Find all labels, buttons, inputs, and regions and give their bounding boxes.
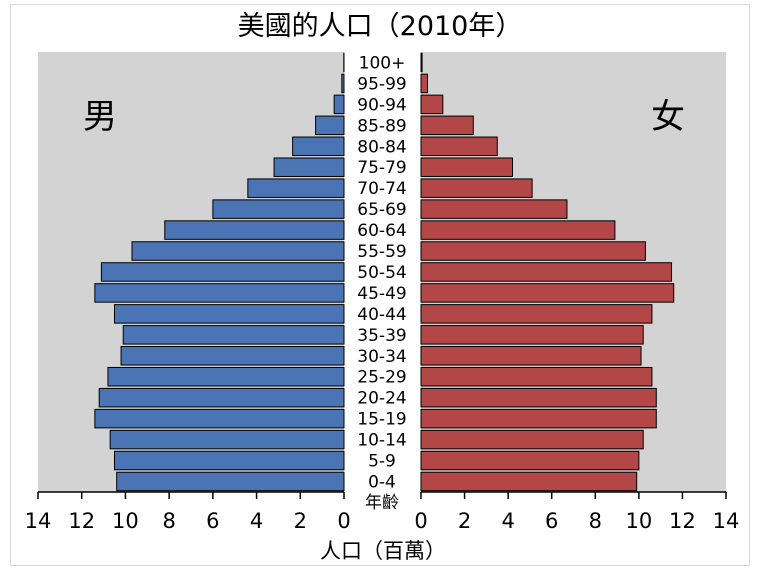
female-bar-55-59 bbox=[420, 241, 646, 261]
age-label-90-94: 90-94 bbox=[357, 95, 406, 115]
age-label-100+: 100+ bbox=[359, 53, 406, 73]
female-bar-45-49 bbox=[420, 283, 675, 303]
age-label-25-29: 25-29 bbox=[357, 368, 406, 388]
right-tick-label-12: 12 bbox=[669, 509, 696, 533]
male-bar-0-4 bbox=[116, 471, 345, 492]
right-tick-label-14: 14 bbox=[713, 509, 740, 533]
male-bar-25-29 bbox=[107, 366, 345, 387]
right-tick-label-0: 0 bbox=[414, 509, 427, 533]
age-label-15-19: 15-19 bbox=[357, 410, 406, 430]
male-bar-10-14 bbox=[109, 429, 345, 450]
age-label-35-39: 35-39 bbox=[357, 326, 406, 346]
female-bars bbox=[420, 52, 675, 492]
age-label-45-49: 45-49 bbox=[357, 284, 406, 304]
female-bar-25-29 bbox=[420, 366, 653, 387]
female-bar-10-14 bbox=[420, 429, 644, 450]
female-bar-50-54 bbox=[420, 262, 673, 282]
age-group-labels: 100+95-9990-9485-8980-8475-7970-7465-696… bbox=[357, 53, 406, 492]
female-bar-75-79 bbox=[420, 157, 513, 177]
male-bar-5-9 bbox=[114, 450, 345, 471]
male-bar-95-99 bbox=[341, 73, 345, 94]
male-bar-15-19 bbox=[94, 408, 345, 429]
female-bar-0-4 bbox=[420, 471, 638, 492]
right-tick-label-6: 6 bbox=[545, 509, 558, 533]
female-bar-70-74 bbox=[420, 178, 533, 198]
age-label-65-69: 65-69 bbox=[357, 200, 406, 220]
female-bar-15-19 bbox=[420, 408, 657, 429]
female-bar-100+ bbox=[420, 52, 423, 73]
left-x-ticks: 0 2 4 6 8 10 12 14 bbox=[25, 492, 351, 533]
age-label-20-24: 20-24 bbox=[357, 389, 406, 409]
male-bar-35-39 bbox=[122, 325, 345, 345]
age-label-40-44: 40-44 bbox=[357, 305, 406, 325]
age-label-55-59: 55-59 bbox=[357, 242, 406, 262]
age-label-60-64: 60-64 bbox=[357, 221, 406, 241]
right-tick-label-4: 4 bbox=[501, 509, 514, 533]
age-label-10-14: 10-14 bbox=[357, 431, 406, 451]
female-bar-35-39 bbox=[420, 325, 644, 345]
female-bar-65-69 bbox=[420, 199, 568, 219]
male-bar-70-74 bbox=[247, 178, 345, 198]
x-axis-title: 人口（百萬） bbox=[320, 539, 446, 563]
chart-frame bbox=[10, 4, 750, 566]
chart-title: 美國的人口（2010年） bbox=[238, 11, 523, 42]
male-bar-90-94 bbox=[333, 94, 345, 115]
male-bar-20-24 bbox=[98, 387, 345, 408]
female-bar-40-44 bbox=[420, 304, 653, 324]
age-label-85-89: 85-89 bbox=[357, 116, 406, 136]
female-bar-95-99 bbox=[420, 73, 429, 94]
left-tick-label-2: 2 bbox=[294, 509, 307, 533]
female-bar-20-24 bbox=[420, 387, 657, 408]
left-tick-label-0: 0 bbox=[337, 509, 350, 533]
right-tick-label-2: 2 bbox=[458, 509, 471, 533]
male-bar-50-54 bbox=[100, 262, 345, 282]
age-axis-label: 年齡 bbox=[365, 493, 399, 513]
age-label-5-9: 5-9 bbox=[368, 452, 396, 472]
age-label-50-54: 50-54 bbox=[357, 263, 406, 283]
right-tick-label-10: 10 bbox=[625, 509, 652, 533]
female-bar-80-84 bbox=[420, 136, 498, 157]
age-label-75-79: 75-79 bbox=[357, 158, 406, 178]
left-tick-label-4: 4 bbox=[250, 509, 263, 533]
female-bar-60-64 bbox=[420, 220, 616, 240]
female-bar-30-34 bbox=[420, 346, 642, 366]
male-bar-85-89 bbox=[315, 115, 345, 136]
male-label: 男 bbox=[83, 97, 117, 137]
left-tick-label-10: 10 bbox=[112, 509, 139, 533]
left-tick-label-14: 14 bbox=[25, 509, 52, 533]
male-bars bbox=[94, 52, 345, 492]
age-label-30-34: 30-34 bbox=[357, 347, 406, 367]
male-bar-60-64 bbox=[164, 220, 345, 240]
female-bar-5-9 bbox=[420, 450, 640, 471]
age-label-70-74: 70-74 bbox=[357, 179, 406, 199]
age-label-95-99: 95-99 bbox=[357, 74, 406, 94]
right-x-ticks: 0 2 4 6 8 10 12 14 bbox=[414, 492, 739, 533]
left-tick-label-12: 12 bbox=[68, 509, 95, 533]
right-tick-label-8: 8 bbox=[589, 509, 602, 533]
male-bar-45-49 bbox=[94, 283, 345, 303]
male-bar-30-34 bbox=[120, 346, 345, 366]
male-bar-80-84 bbox=[292, 136, 345, 157]
age-label-0-4: 0-4 bbox=[368, 472, 396, 492]
female-bar-90-94 bbox=[420, 94, 444, 115]
left-tick-label-6: 6 bbox=[206, 509, 219, 533]
age-label-80-84: 80-84 bbox=[357, 137, 406, 157]
female-label: 女 bbox=[651, 97, 685, 137]
male-bar-40-44 bbox=[114, 304, 345, 324]
female-bar-85-89 bbox=[420, 115, 474, 136]
left-tick-label-8: 8 bbox=[162, 509, 175, 533]
male-bar-75-79 bbox=[273, 157, 345, 177]
male-bar-55-59 bbox=[131, 241, 345, 261]
male-bar-65-69 bbox=[212, 199, 345, 219]
